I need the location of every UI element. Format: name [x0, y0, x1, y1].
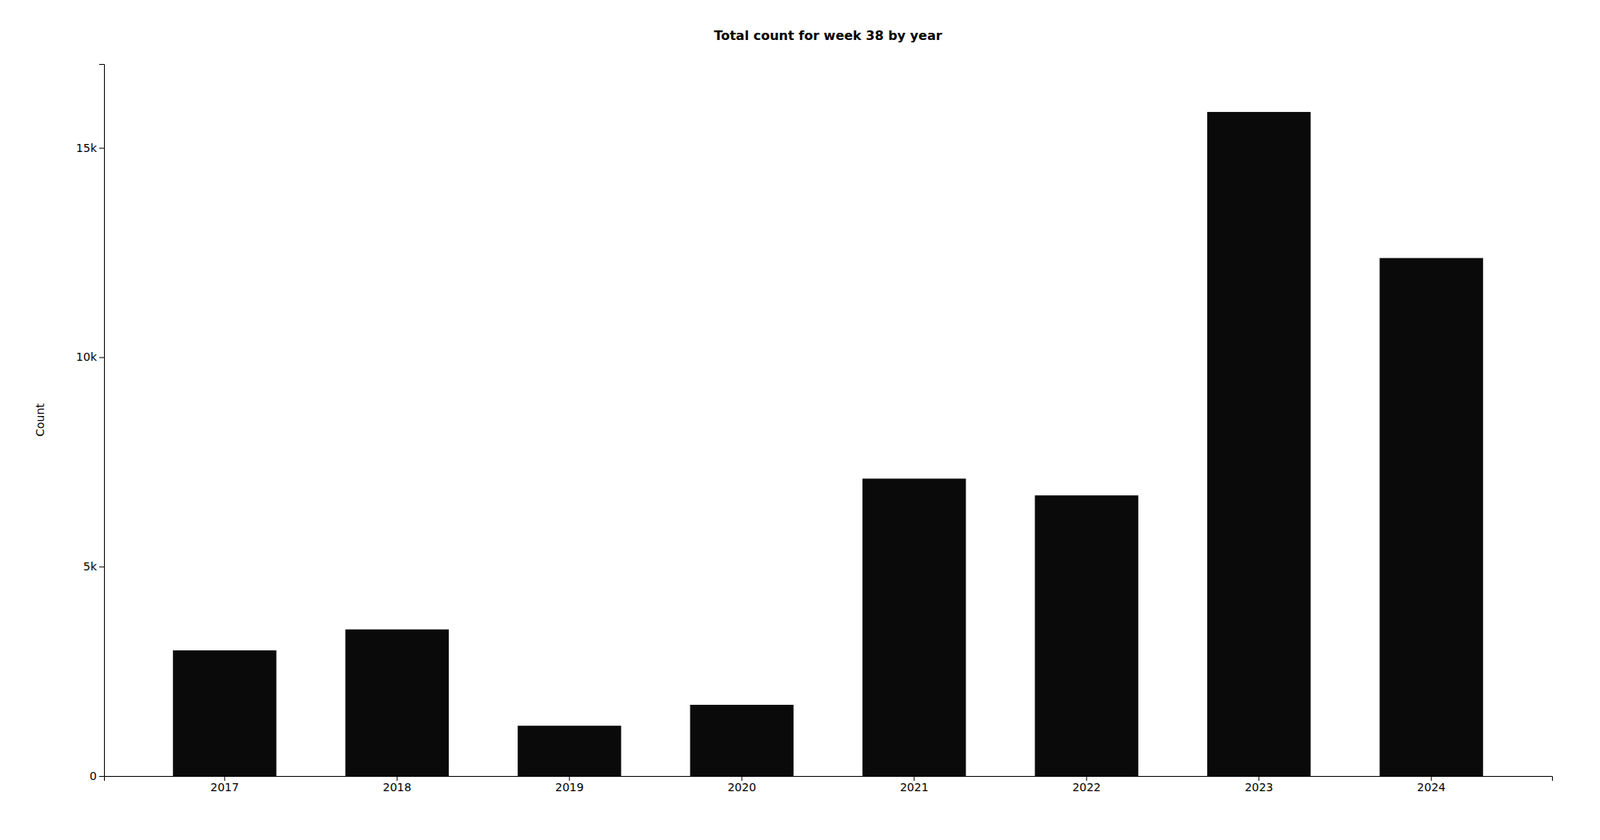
tick-label: 0 — [89, 769, 97, 783]
y-tick: 5k — [83, 560, 104, 573]
bar — [517, 725, 621, 776]
bars — [172, 112, 1484, 776]
x-tick: 2017 — [210, 776, 240, 794]
tick-label: 2024 — [1416, 780, 1446, 794]
tick-label: 10k — [76, 350, 98, 364]
tick-label: 2022 — [1072, 780, 1101, 794]
tick-label: 2020 — [727, 780, 756, 794]
bar — [345, 629, 449, 776]
tick-label: 2017 — [210, 780, 240, 794]
tick-label: 2019 — [555, 780, 584, 794]
tick-label: 15k — [76, 141, 98, 155]
x-tick: 2024 — [1416, 776, 1446, 794]
chart: 2017 2018 2019 2020 2021 2022 2023 2024 0 5k 10k 15… — [0, 0, 1600, 840]
y-tick: 15k — [76, 141, 104, 155]
bar — [690, 704, 794, 776]
y-axis: 0 5k 10k 15k — [76, 64, 104, 783]
axis-line — [99, 64, 105, 777]
bar — [862, 478, 966, 776]
tick-mark — [99, 776, 104, 777]
tick-mark — [99, 566, 104, 568]
x-tick: 2021 — [900, 776, 929, 794]
tick-label: 2023 — [1244, 780, 1274, 794]
x-tick: 2019 — [555, 776, 584, 794]
bar — [172, 650, 276, 776]
tick-mark — [99, 356, 104, 358]
y-axis-title: Count — [33, 403, 47, 437]
plot: 2017 2018 2019 2020 2021 2022 2023 2024 0 5k 10k 15… — [76, 64, 1552, 794]
axis-line — [104, 776, 1553, 782]
x-tick: 2023 — [1244, 776, 1274, 794]
bar — [1207, 112, 1311, 776]
tick-label: 5k — [83, 560, 98, 573]
bar — [1035, 495, 1139, 776]
x-tick: 2022 — [1072, 776, 1101, 794]
y-tick: 0 — [89, 769, 104, 783]
x-tick: 2018 — [382, 776, 412, 794]
tick-label: 2021 — [900, 780, 929, 794]
bar — [1380, 258, 1484, 776]
x-axis: 2017 2018 2019 2020 2021 2022 2023 2024 — [104, 776, 1553, 794]
tick-label: 2018 — [382, 780, 412, 794]
title: Total count for week 38 by year — [713, 28, 942, 44]
y-tick: 10k — [76, 350, 104, 364]
tick-mark — [99, 148, 104, 149]
x-tick: 2020 — [727, 776, 756, 794]
